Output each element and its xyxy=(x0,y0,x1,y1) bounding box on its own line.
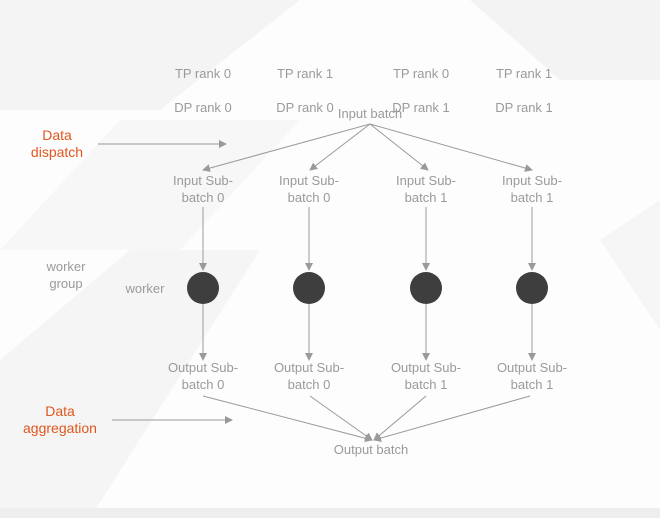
dp-rank-label: DP rank 1 xyxy=(495,100,553,115)
worker-node-1 xyxy=(293,272,325,304)
worker-node-2 xyxy=(410,272,442,304)
output-sub-batch-3: Output Sub- batch 1 xyxy=(496,360,568,392)
aggregate-arrow-1 xyxy=(309,395,373,441)
input-sub-batch-2: Input Sub- batch 1 xyxy=(396,173,456,205)
dispatch-arrow-1 xyxy=(309,123,371,171)
tp-rank-label: TP rank 1 xyxy=(276,66,334,81)
output-batch-label: Output batch xyxy=(333,442,409,457)
dispatch-arrow-2 xyxy=(369,123,429,171)
input-batch-label: Input batch xyxy=(337,106,403,121)
rank-header-2: TP rank 0 DP rank 1 xyxy=(380,48,462,133)
worker-group-label: worker group xyxy=(46,259,86,291)
dispatch-arrow-0 xyxy=(202,123,371,172)
aggregate-arrow-0 xyxy=(202,395,373,443)
input-sub-batch-3: Input Sub- batch 1 xyxy=(502,173,562,205)
aggregate-arrow-2 xyxy=(373,395,427,441)
dp-rank-label: DP rank 0 xyxy=(276,100,334,115)
dp-rank-label: DP rank 1 xyxy=(392,100,450,115)
aggregate-arrow-3 xyxy=(373,395,531,442)
rank-header-0: TP rank 0 DP rank 0 xyxy=(162,48,244,133)
output-sub-batch-1: Output Sub- batch 0 xyxy=(273,360,345,392)
tp-rank-label: TP rank 0 xyxy=(174,66,232,81)
dispatch-arrow-3 xyxy=(369,123,533,172)
bottom-strip xyxy=(0,508,660,518)
tp-rank-label: TP rank 1 xyxy=(495,66,553,81)
worker-label: worker xyxy=(125,281,165,296)
worker-node-0 xyxy=(187,272,219,304)
worker-node-3 xyxy=(516,272,548,304)
data-dispatch-label: Data dispatch xyxy=(30,127,84,160)
data-aggregation-label: Data aggregation xyxy=(23,403,97,436)
rank-header-3: TP rank 1 DP rank 1 xyxy=(483,48,565,133)
rank-header-1: TP rank 1 DP rank 0 xyxy=(264,48,346,133)
dp-rank-label: DP rank 0 xyxy=(174,100,232,115)
input-sub-batch-1: Input Sub- batch 0 xyxy=(279,173,339,205)
output-sub-batch-0: Output Sub- batch 0 xyxy=(167,360,239,392)
output-sub-batch-2: Output Sub- batch 1 xyxy=(390,360,462,392)
tp-rank-label: TP rank 0 xyxy=(392,66,450,81)
input-sub-batch-0: Input Sub- batch 0 xyxy=(173,173,233,205)
